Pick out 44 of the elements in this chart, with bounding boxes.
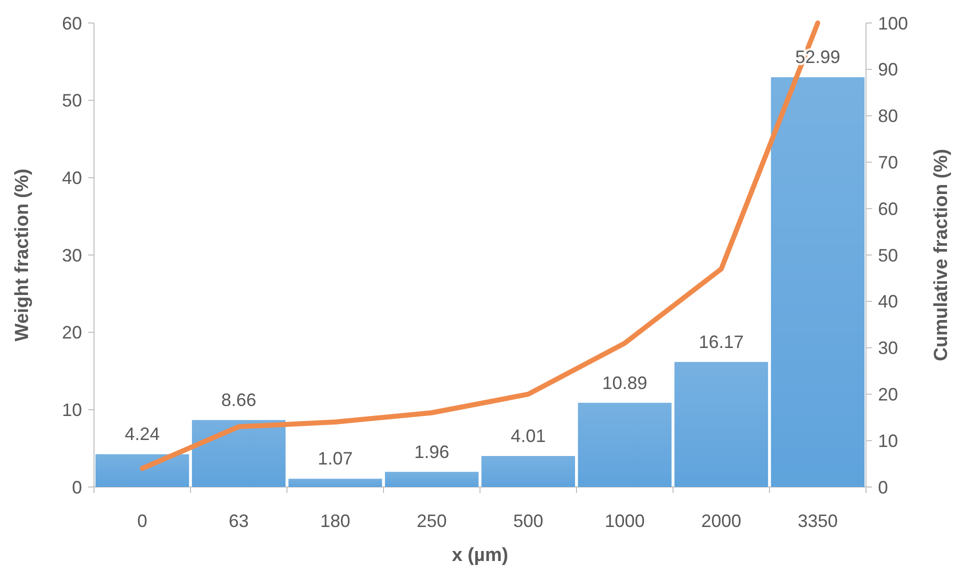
y-tick-label: 10	[62, 400, 82, 420]
bar	[288, 478, 382, 487]
data-label: 8.66	[221, 390, 256, 410]
bar	[192, 420, 286, 487]
y2-tick-label: 70	[878, 152, 898, 172]
data-label: 1.07	[318, 448, 353, 469]
bar	[770, 77, 865, 487]
y2-tick-label: 100	[878, 13, 908, 34]
y-tick-label: 0	[72, 477, 82, 498]
data-label: 10.89	[602, 372, 648, 393]
x-tick-label: 0	[137, 511, 148, 531]
data-label: 4.01	[510, 426, 546, 446]
data-label: 16.17	[698, 332, 744, 352]
x-tick-label: 180	[320, 511, 350, 531]
y-tick-label: 60	[62, 13, 82, 34]
data-label: 4.24	[124, 424, 160, 444]
y-axis-title: Weight fraction (%)	[12, 168, 33, 342]
data-label: 1.96	[414, 442, 450, 462]
x-tick-label: 2000	[701, 511, 742, 531]
y2-tick-label: 60	[878, 198, 898, 219]
x-tick-label: 500	[513, 511, 544, 531]
y-tick-label: 50	[62, 90, 82, 111]
y2-axis-title: Cumulative fraction (%)	[931, 148, 952, 362]
y2-tick-label: 90	[878, 60, 898, 80]
y-tick-label: 40	[62, 168, 82, 188]
bar	[578, 402, 672, 487]
bar	[95, 454, 190, 487]
y-tick-label: 20	[62, 322, 82, 343]
y2-tick-label: 20	[878, 384, 898, 404]
x-tick-label: 1000	[604, 511, 645, 531]
x-tick-label: 250	[416, 511, 447, 531]
y2-tick-label: 30	[878, 338, 898, 358]
y2-tick-label: 40	[878, 292, 898, 312]
y-tick-label: 30	[62, 245, 82, 266]
y2-tick-label: 50	[878, 245, 898, 266]
x-tick-label: 3350	[798, 511, 838, 531]
x-tick-label: 63	[228, 511, 249, 531]
y2-tick-label: 0	[878, 477, 888, 498]
bar	[384, 472, 479, 487]
y2-tick-label: 80	[878, 106, 898, 126]
x-axis-title: x (µm)	[452, 545, 508, 566]
bar	[481, 456, 576, 487]
bar	[674, 362, 768, 487]
y2-tick-label: 10	[878, 430, 898, 451]
